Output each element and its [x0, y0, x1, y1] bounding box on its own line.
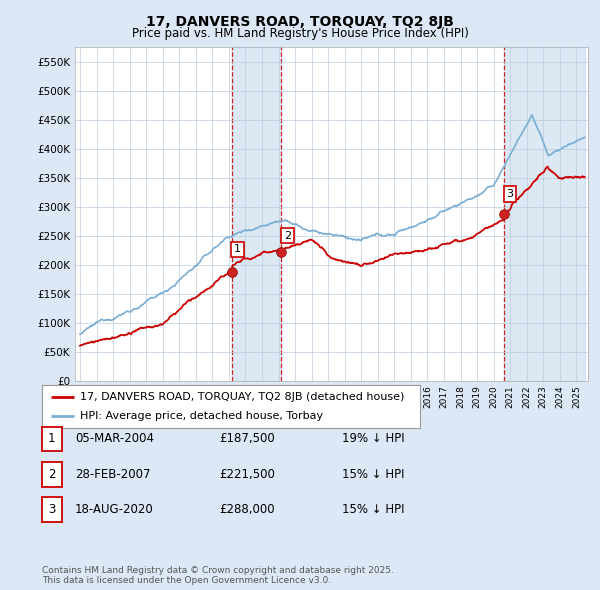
- Text: 3: 3: [506, 189, 514, 199]
- Text: 2: 2: [48, 468, 56, 481]
- Text: 17, DANVERS ROAD, TORQUAY, TQ2 8JB: 17, DANVERS ROAD, TORQUAY, TQ2 8JB: [146, 15, 454, 29]
- Text: HPI: Average price, detached house, Torbay: HPI: Average price, detached house, Torb…: [80, 411, 323, 421]
- Text: 3: 3: [48, 503, 56, 516]
- Text: 05-MAR-2004: 05-MAR-2004: [75, 432, 154, 445]
- Text: 15% ↓ HPI: 15% ↓ HPI: [342, 468, 404, 481]
- Text: 2: 2: [284, 231, 291, 241]
- Text: Contains HM Land Registry data © Crown copyright and database right 2025.
This d: Contains HM Land Registry data © Crown c…: [42, 566, 394, 585]
- Text: £187,500: £187,500: [219, 432, 275, 445]
- Text: 1: 1: [234, 244, 241, 254]
- Bar: [232, 47, 281, 381]
- Text: 28-FEB-2007: 28-FEB-2007: [75, 468, 151, 481]
- Text: £288,000: £288,000: [219, 503, 275, 516]
- Text: 18-AUG-2020: 18-AUG-2020: [75, 503, 154, 516]
- Text: 1: 1: [48, 432, 56, 445]
- Bar: [504, 47, 584, 381]
- Text: 15% ↓ HPI: 15% ↓ HPI: [342, 503, 404, 516]
- Text: Price paid vs. HM Land Registry's House Price Index (HPI): Price paid vs. HM Land Registry's House …: [131, 27, 469, 40]
- Text: £221,500: £221,500: [219, 468, 275, 481]
- Text: 19% ↓ HPI: 19% ↓ HPI: [342, 432, 404, 445]
- Text: 17, DANVERS ROAD, TORQUAY, TQ2 8JB (detached house): 17, DANVERS ROAD, TORQUAY, TQ2 8JB (deta…: [80, 392, 404, 402]
